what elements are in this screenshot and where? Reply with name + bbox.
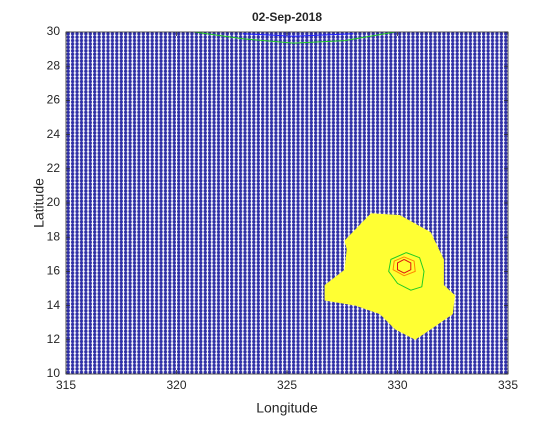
x-tick-label: 320 — [166, 378, 186, 392]
contour-line — [388, 252, 425, 291]
x-tick-label: 335 — [498, 378, 518, 392]
y-axis-label: Latitude — [31, 178, 47, 228]
y-tick-label: 26 — [47, 93, 61, 107]
y-tick-label: 28 — [47, 58, 61, 72]
y-tick-label: 24 — [47, 127, 61, 141]
plot-area — [194, 32, 455, 340]
filled-region — [324, 213, 455, 340]
y-tick-label: 22 — [47, 161, 61, 175]
chart-title: 02-Sep-2018 — [252, 10, 322, 24]
y-tick-label: 30 — [47, 24, 61, 38]
grid-points — [66, 32, 508, 374]
contour-line — [397, 258, 412, 274]
contour-line — [392, 256, 416, 277]
x-axis-label: Longitude — [256, 400, 318, 416]
y-tick-label: 12 — [47, 332, 61, 346]
y-tick-label: 10 — [47, 366, 61, 380]
y-tick-label: 18 — [47, 229, 61, 243]
y-tick-label: 14 — [47, 298, 61, 312]
x-tick-label: 330 — [387, 378, 407, 392]
contour-line — [242, 33, 354, 37]
x-tick-label: 315 — [56, 378, 76, 392]
y-tick-label: 16 — [47, 264, 61, 278]
x-tick-label: 325 — [277, 378, 297, 392]
contour-line — [194, 32, 396, 44]
y-tick-label: 20 — [47, 195, 61, 209]
